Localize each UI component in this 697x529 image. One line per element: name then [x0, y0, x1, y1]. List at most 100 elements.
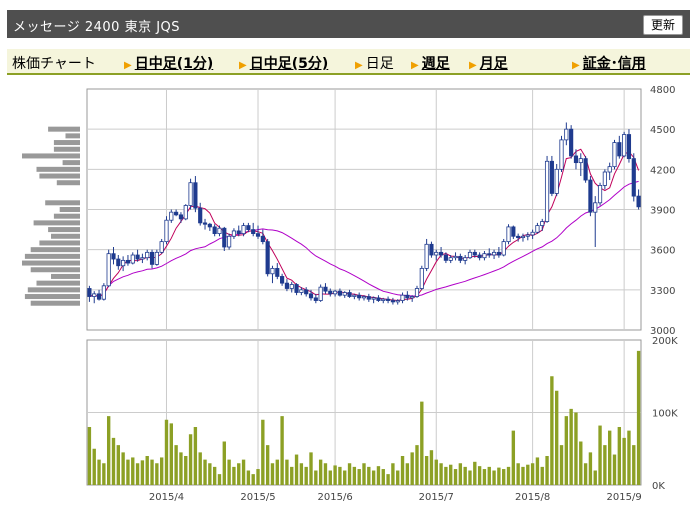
volume-bar: [352, 466, 357, 485]
profile-bar: [24, 253, 80, 259]
volume-bar: [569, 408, 573, 485]
volume-bar: [424, 456, 429, 485]
profile-bar: [51, 233, 80, 239]
candle-down: [275, 268, 280, 277]
volume-bar: [530, 463, 535, 485]
tab-label: 証金･信用: [582, 56, 646, 72]
candle-up: [342, 292, 347, 296]
profile-bar: [30, 247, 80, 253]
volume-bar: [371, 470, 376, 485]
candle-down: [386, 298, 391, 301]
candle-down: [617, 142, 622, 157]
candle-up: [130, 254, 135, 264]
candle-down: [429, 243, 434, 256]
volume-bar: [328, 470, 332, 485]
tab-intraday-1min[interactable]: ▶ 日中足(1分): [124, 53, 213, 73]
candle-down: [212, 226, 217, 234]
refresh-button[interactable]: 更新: [643, 15, 683, 35]
candle-up: [299, 289, 304, 293]
volume-bar: [579, 441, 583, 485]
volume-bar: [434, 459, 438, 485]
profile-bar: [53, 140, 80, 146]
candle-up: [270, 268, 275, 275]
volume-bar: [145, 456, 149, 485]
volume-bar: [420, 401, 424, 485]
volume-bar: [261, 419, 265, 485]
volume-bar: [617, 427, 622, 485]
volume-bar: [198, 452, 202, 485]
candle-up: [530, 231, 535, 236]
candle-down: [573, 155, 579, 164]
profile-bar: [36, 280, 80, 286]
volume-bar: [241, 459, 246, 485]
candle-down: [193, 182, 198, 209]
price-volume-profile: [22, 126, 80, 306]
volume-bar: [583, 463, 588, 485]
volume-bar: [318, 459, 323, 485]
tab-margin-credit[interactable]: ▶ 証金･信用: [572, 53, 646, 73]
date-tick-label: 2015/5: [240, 492, 275, 503]
chart-period-tabs: 株価チャート ▶ 日中足(1分) ▶ 日中足(5分) ▶ 日足 ▶ 週足 ▶ 月足 ▶ 証金…: [7, 49, 690, 75]
tab-weekly[interactable]: ▶ 週足: [411, 53, 450, 73]
volume-bar: [550, 376, 554, 485]
volume-tick-label: 100K: [652, 409, 678, 420]
profile-bar: [53, 146, 80, 152]
candle-down: [516, 235, 521, 239]
volume-bar: [159, 457, 164, 485]
profile-bar: [59, 207, 80, 212]
candle-up: [164, 219, 169, 243]
page-title: メッセージ 2400 東京 JQS: [13, 20, 181, 35]
volume-bar: [473, 461, 477, 485]
volume-bar: [593, 470, 597, 485]
candle-up: [419, 268, 424, 289]
volume-bar: [222, 441, 226, 485]
tab-label: 株価チャート: [12, 56, 96, 72]
candle-up: [612, 142, 617, 168]
volume-bar: [179, 452, 183, 485]
volume-bar: [347, 463, 352, 485]
tab-monthly[interactable]: ▶ 月足: [469, 53, 508, 73]
candle-up: [578, 158, 583, 164]
volume-bar: [169, 423, 173, 485]
candle-down: [337, 290, 342, 296]
candle-down: [405, 294, 410, 299]
candle-down: [458, 255, 463, 261]
volume-bar: [564, 416, 569, 485]
arrow-right-icon: ▶: [355, 60, 363, 71]
tab-intraday-5min[interactable]: ▶ 日中足(5分): [239, 53, 328, 73]
candle-up: [559, 139, 564, 170]
date-tick-label: 2015/9: [607, 492, 642, 503]
volume-bar: [376, 466, 381, 485]
candlesticks: [87, 122, 641, 305]
volume-bar: [497, 467, 501, 485]
candle-up: [231, 230, 237, 237]
volume-bar: [155, 463, 159, 485]
volume-bar: [333, 465, 337, 485]
volume-tick-label: 0K: [652, 481, 665, 492]
volume-bar: [280, 416, 284, 485]
volume-bar: [275, 459, 279, 485]
volume-bar: [400, 456, 405, 485]
candle-up: [140, 257, 145, 260]
volume-bar: [429, 450, 434, 485]
volume-bar: [559, 445, 564, 485]
candle-down: [96, 293, 102, 300]
candle-down: [251, 229, 256, 234]
price-tick-label: 3300: [650, 286, 675, 297]
price-tick-label: 4800: [650, 85, 675, 96]
volume-bar: [608, 430, 612, 485]
profile-bar: [33, 220, 80, 226]
profile-bar: [36, 166, 80, 172]
volume-bar: [386, 474, 390, 485]
candle-up: [227, 235, 232, 248]
volume-bar: [87, 427, 92, 485]
volume-bar: [232, 466, 236, 485]
price-tick-label: 3000: [650, 326, 675, 337]
candle-down: [631, 158, 636, 197]
price-tick-label: 4200: [650, 165, 675, 176]
date-tick-label: 2015/6: [318, 492, 353, 503]
candle-down: [636, 195, 641, 208]
volume-bar: [588, 452, 593, 485]
volume-bars: [87, 350, 641, 485]
